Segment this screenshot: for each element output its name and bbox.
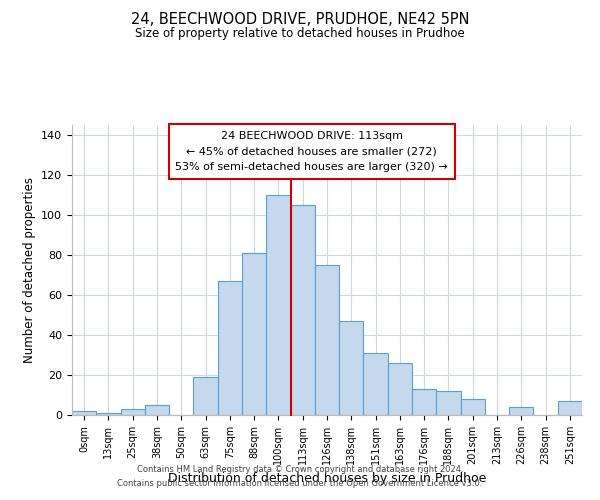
Bar (145, 405, 169, 415)
Bar (436, 391, 461, 415)
Bar (218, 281, 242, 415)
X-axis label: Distribution of detached houses by size in Prudhoe: Distribution of detached houses by size … (168, 472, 486, 486)
Text: Contains HM Land Registry data © Crown copyright and database right 2024.
Contai: Contains HM Land Registry data © Crown c… (118, 466, 482, 487)
Bar (461, 399, 485, 415)
Bar (266, 195, 290, 415)
Bar (364, 353, 388, 415)
Bar (558, 401, 582, 415)
Bar (509, 407, 533, 415)
Bar (339, 321, 364, 415)
Bar (388, 363, 412, 415)
Bar (193, 377, 218, 415)
Text: 24, BEECHWOOD DRIVE, PRUDHOE, NE42 5PN: 24, BEECHWOOD DRIVE, PRUDHOE, NE42 5PN (131, 12, 469, 28)
Bar (412, 389, 436, 415)
Y-axis label: Number of detached properties: Number of detached properties (23, 177, 35, 363)
Bar (121, 409, 145, 415)
Bar (315, 265, 339, 415)
Bar (72, 411, 96, 415)
Bar (242, 253, 266, 415)
Bar (96, 413, 121, 415)
Text: 24 BEECHWOOD DRIVE: 113sqm
← 45% of detached houses are smaller (272)
53% of sem: 24 BEECHWOOD DRIVE: 113sqm ← 45% of deta… (175, 131, 448, 172)
Text: Size of property relative to detached houses in Prudhoe: Size of property relative to detached ho… (135, 28, 465, 40)
Bar (290, 205, 315, 415)
